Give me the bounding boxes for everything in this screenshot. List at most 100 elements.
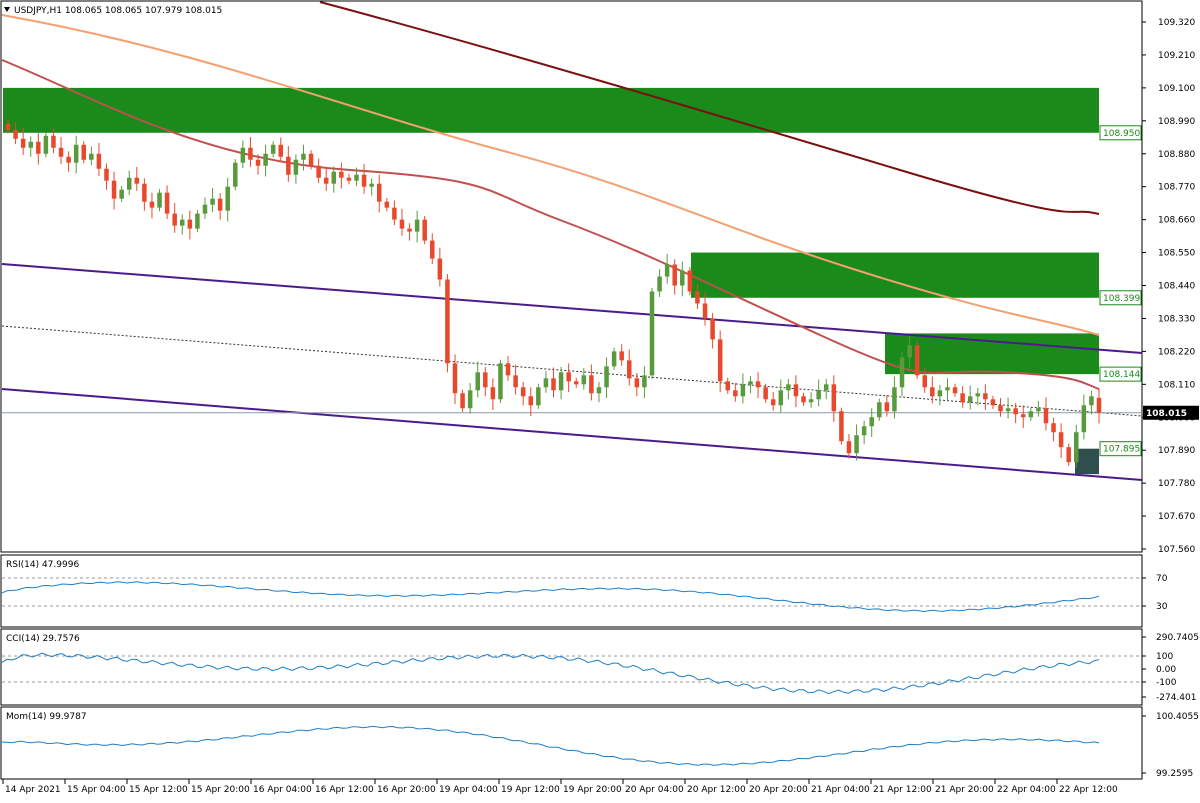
pane-tick-label: -100 bbox=[1156, 678, 1177, 688]
candle-body bbox=[755, 381, 761, 388]
candle-body bbox=[119, 189, 124, 199]
price-tick-label: 109.100 bbox=[1158, 84, 1195, 94]
candle-body bbox=[354, 174, 359, 181]
time-tick-label: 15 Apr 12:00 bbox=[129, 785, 188, 795]
candle-body bbox=[922, 375, 928, 388]
candle-body bbox=[422, 219, 427, 241]
current-price-label: 108.015 bbox=[1146, 409, 1187, 419]
candle-body bbox=[467, 390, 473, 409]
time-tick-label: 16 Apr 04:00 bbox=[253, 785, 312, 795]
candle-body bbox=[1066, 447, 1071, 463]
candle-body bbox=[854, 435, 859, 454]
pane-tick-label: -274.401 bbox=[1156, 693, 1196, 703]
candle-body bbox=[1096, 397, 1102, 413]
candle-body bbox=[452, 363, 458, 394]
candle-body bbox=[808, 399, 814, 403]
candle-body bbox=[89, 153, 94, 160]
candle-body bbox=[430, 240, 435, 259]
time-tick-label: 22 Apr 04:00 bbox=[997, 785, 1056, 795]
candle-body bbox=[642, 375, 647, 388]
candle-body bbox=[543, 378, 549, 388]
candle-body bbox=[657, 276, 662, 292]
candle-body bbox=[680, 270, 685, 286]
time-tick-label: 21 Apr 20:00 bbox=[935, 785, 994, 795]
candle-body bbox=[945, 387, 950, 391]
candle-body bbox=[1074, 432, 1079, 463]
pane-tick-label: 100.4055 bbox=[1156, 712, 1199, 722]
candle-body bbox=[255, 159, 261, 166]
rsi-line bbox=[1, 581, 1100, 613]
ma-200 bbox=[319, 1, 1100, 215]
level-label: 108.399 bbox=[1103, 294, 1140, 304]
rsi-pane[interactable] bbox=[0, 554, 1143, 628]
price-tick-label: 109.210 bbox=[1158, 51, 1195, 61]
candle-body bbox=[770, 399, 776, 406]
candle-body bbox=[793, 384, 799, 397]
candle-body bbox=[157, 192, 162, 208]
channel-lines bbox=[1, 263, 1143, 481]
time-tick-label: 19 Apr 20:00 bbox=[563, 785, 622, 795]
candle-body bbox=[1013, 408, 1018, 415]
candle-body bbox=[649, 291, 655, 376]
candle-body bbox=[270, 144, 276, 154]
time-tick-label: 16 Apr 20:00 bbox=[377, 785, 436, 795]
level-box bbox=[1099, 366, 1142, 382]
candle-body bbox=[81, 144, 87, 160]
triangle-down-icon[interactable] bbox=[4, 7, 10, 12]
candle-body bbox=[998, 405, 1003, 412]
candle-body bbox=[907, 345, 912, 358]
time-tick-label: 19 Apr 12:00 bbox=[501, 785, 560, 795]
candle-body bbox=[104, 168, 109, 181]
candle-body bbox=[217, 198, 223, 211]
candle-body bbox=[1020, 414, 1026, 418]
candle-body bbox=[460, 393, 465, 409]
pane-tick-label: 290.7405 bbox=[1156, 633, 1199, 643]
candle-body bbox=[445, 279, 450, 364]
candle-body bbox=[884, 402, 890, 412]
candle-body bbox=[695, 291, 700, 304]
candle-body bbox=[407, 228, 412, 232]
candle-body bbox=[717, 339, 723, 382]
candle-body bbox=[536, 387, 541, 406]
candle-body bbox=[111, 180, 117, 199]
candle-body bbox=[573, 381, 579, 385]
cci-line bbox=[1, 652, 1100, 695]
cci-pane[interactable] bbox=[0, 628, 1143, 706]
candle-body bbox=[376, 183, 382, 202]
axes-layer: 109.320 109.210 109.100 108.990 108.880 108.7… bbox=[2, 18, 1199, 795]
candle-body bbox=[687, 270, 693, 292]
candle-body bbox=[225, 186, 230, 211]
mom-pane[interactable] bbox=[0, 706, 1143, 780]
candle-body bbox=[763, 387, 768, 400]
candle-body bbox=[202, 204, 208, 214]
pane-tick-label: 70 bbox=[1156, 574, 1168, 584]
candle-body bbox=[134, 177, 140, 184]
level-label: 108.144 bbox=[1103, 370, 1140, 380]
pane-tick-label: 0.00 bbox=[1156, 665, 1176, 675]
candle-body bbox=[43, 135, 49, 154]
candle-body bbox=[126, 177, 132, 190]
time-tick-label: 16 Apr 12:00 bbox=[315, 785, 374, 795]
candle-body bbox=[664, 264, 670, 277]
zone-1 bbox=[3, 87, 1099, 133]
candle-body bbox=[1051, 423, 1056, 433]
candle-body bbox=[96, 153, 102, 169]
candle-body bbox=[195, 213, 200, 229]
pane-tick-label: 99.2595 bbox=[1156, 769, 1193, 779]
channel-upper bbox=[1, 263, 1143, 354]
candle-body bbox=[36, 141, 41, 154]
indicator-lines bbox=[1, 577, 1142, 766]
candle-body bbox=[505, 363, 511, 376]
candle-body bbox=[172, 213, 177, 226]
candle-body bbox=[490, 387, 496, 400]
zone-4 bbox=[1075, 448, 1099, 475]
candle-body bbox=[316, 165, 321, 178]
time-tick-label: 21 Apr 04:00 bbox=[811, 785, 870, 795]
candle-body bbox=[483, 372, 488, 388]
candle-body bbox=[1036, 408, 1041, 412]
candle-body bbox=[551, 378, 556, 391]
time-tick-label: 22 Apr 12:00 bbox=[1059, 785, 1118, 795]
price-tick-label: 108.110 bbox=[1158, 380, 1195, 390]
channel-lower bbox=[1, 388, 1143, 481]
